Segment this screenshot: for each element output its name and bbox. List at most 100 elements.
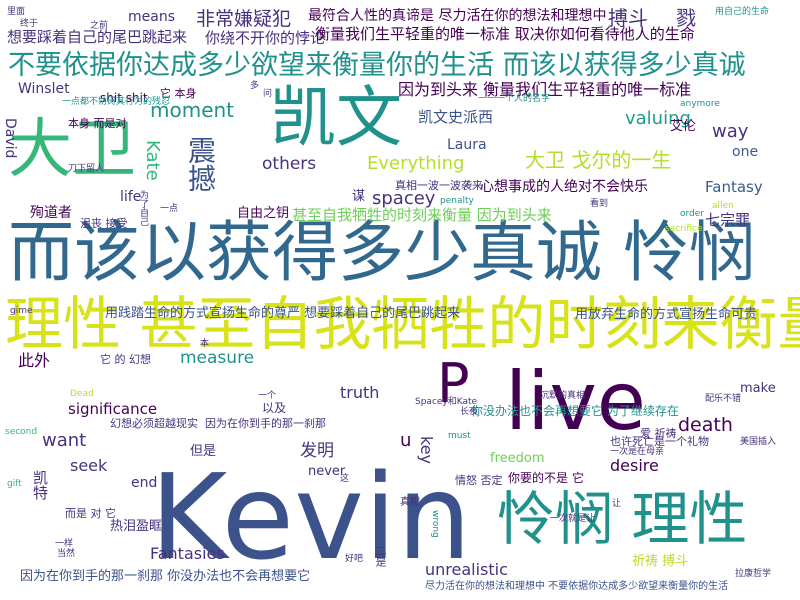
cloud-word: Kevin — [150, 448, 472, 586]
cloud-word: must — [448, 431, 471, 441]
cloud-word: 殉道者 — [30, 205, 72, 221]
cloud-word: Kate — [142, 140, 163, 181]
cloud-word: 震撼 — [184, 136, 217, 192]
cloud-word: 因为在你到手的那一刹那 你没办法也不会再想要它 — [20, 569, 311, 584]
cloud-word: 非常嫌疑犯 — [196, 8, 292, 30]
cloud-word: 美国插入 — [740, 437, 777, 447]
cloud-word: 里面 — [7, 7, 26, 17]
cloud-word: measure — [180, 348, 255, 368]
cloud-word: gift — [7, 479, 22, 489]
cloud-word: 以及 — [262, 401, 287, 415]
cloud-word: 它 的 幻想 — [100, 353, 151, 366]
cloud-word: means — [128, 9, 175, 25]
cloud-word: make — [740, 381, 776, 396]
cloud-word: 搏斗 — [608, 6, 648, 30]
cloud-word: 因为在你到手的那一刹那 — [205, 417, 326, 430]
cloud-word: 用自己的生命 — [715, 7, 770, 17]
cloud-word: Fantasies — [150, 544, 225, 563]
cloud-word: 你没办法也不会再想要它 为了继续存在 — [471, 404, 679, 418]
cloud-word: 刀下留人 — [68, 164, 105, 174]
cloud-word: spacey — [372, 188, 436, 209]
cloud-word: shit shit — [100, 91, 148, 105]
cloud-word: unrealistic — [425, 560, 508, 579]
cloud-word: 发明 — [300, 441, 334, 461]
cloud-word: second — [5, 427, 38, 437]
cloud-word: 祈祷 搏斗 — [632, 554, 689, 569]
cloud-word: live — [505, 355, 647, 448]
cloud-word: order — [680, 209, 704, 219]
cloud-word: 一次就是让 — [550, 514, 596, 524]
cloud-word: 多 — [250, 81, 260, 91]
cloud-word: 好吧 — [345, 554, 364, 564]
cloud-word: 心想事成的人绝对不会快乐 — [480, 179, 648, 195]
cloud-word: 之前 — [90, 21, 109, 31]
cloud-word: 一个 — [258, 391, 277, 401]
cloud-word: 幻想必须超越现实 — [110, 417, 198, 430]
cloud-word: 尽力活在你的想法和理想中 不要依据你达成多少欲望来衡量你的生活 — [425, 581, 729, 592]
cloud-word: 甚至自我牺牲的时刻来衡量 因为到头来 — [292, 206, 552, 224]
cloud-word: 你绕不开你的悖论 — [205, 29, 326, 47]
cloud-word: 戮 — [676, 6, 696, 30]
cloud-word: 真相一波一波袭来 — [395, 179, 483, 192]
cloud-word: 为了自己 — [138, 190, 148, 226]
cloud-word: others — [262, 154, 317, 174]
cloud-word: 大卫 — [8, 113, 136, 187]
cloud-word: key — [417, 436, 436, 465]
cloud-word: 谋 — [352, 189, 366, 204]
cloud-word: Everything — [367, 153, 465, 174]
cloud-word: 问 — [263, 89, 273, 99]
cloud-word: 终于 — [20, 19, 39, 29]
cloud-word: Spacey和Kate — [415, 397, 478, 407]
cloud-word: 怜悯 理性 — [497, 485, 748, 553]
cloud-word: 想要踩着自己的尾巴跳起来 — [7, 28, 188, 46]
cloud-word: 凯文史派西 — [418, 108, 494, 126]
cloud-word: 爱 祈祷 — [640, 427, 677, 440]
cloud-word: 不要依据你达成多少欲望来衡量你的生活 而该以获得多少真诚 — [8, 50, 746, 81]
cloud-word: significance — [68, 400, 158, 418]
cloud-word: never — [308, 464, 346, 479]
cloud-word: 热泪盈眶 — [110, 519, 163, 534]
cloud-word: 衡量我们生平轻重的唯一标准 取决你如何看待他人的生命 — [315, 25, 695, 43]
cloud-word: 此外 — [18, 351, 51, 370]
cloud-word: 用放弃生命的方式宣扬生命可贵 — [575, 307, 758, 322]
cloud-word: 但是 — [190, 444, 217, 459]
cloud-word: way — [712, 121, 749, 142]
cloud-word: 沉默的真相 — [540, 391, 586, 401]
cloud-word: 一点都不妨碍其行为的残忍 — [62, 97, 171, 107]
cloud-word: 七宗罪 — [705, 211, 751, 229]
cloud-word: u — [400, 430, 412, 451]
cloud-word: 凯特 — [31, 470, 49, 500]
cloud-word: 而该以获得多少真诚 怜悯 — [8, 214, 755, 291]
cloud-word: 大卫 戈尔的一生 — [525, 148, 672, 172]
cloud-word: anymore — [680, 99, 720, 109]
cloud-word: P — [437, 352, 470, 415]
cloud-word: 让 — [612, 499, 622, 509]
cloud-word: 配乐不错 — [705, 394, 742, 404]
cloud-word: truth — [340, 383, 380, 402]
cloud-word: 一一一个人的名字 — [478, 94, 551, 104]
cloud-word: 而是 对 它 — [65, 507, 116, 520]
cloud-word: gime — [10, 306, 33, 316]
cloud-word: 这 — [340, 474, 350, 484]
cloud-word: moment — [150, 98, 235, 122]
cloud-word: Winslet — [18, 81, 70, 97]
cloud-word: 艾伦 — [670, 119, 697, 134]
cloud-word: 情怒 否定 — [455, 474, 503, 487]
cloud-word: 你要的不是 它 — [508, 471, 584, 485]
cloud-word: 也许死亡是一个礼物 — [610, 435, 709, 448]
cloud-word: 真相 — [400, 497, 420, 508]
cloud-word: one — [732, 144, 759, 160]
cloud-word: end — [131, 475, 158, 491]
cloud-word: seek — [70, 456, 108, 475]
cloud-word: 凯文 — [270, 79, 402, 156]
cloud-word: 沮丧 接受 — [80, 217, 128, 230]
cloud-word: 因为到头来 衡量我们生平轻重的唯一标准 — [398, 80, 692, 99]
cloud-word: allen — [712, 201, 734, 211]
cloud-word: valuing — [625, 108, 691, 129]
cloud-word: 二是 — [374, 545, 387, 567]
cloud-word: 本 — [200, 339, 210, 349]
cloud-word: sacrifice — [665, 224, 703, 234]
cloud-word: penalty — [440, 196, 474, 206]
cloud-word: David — [2, 118, 18, 159]
